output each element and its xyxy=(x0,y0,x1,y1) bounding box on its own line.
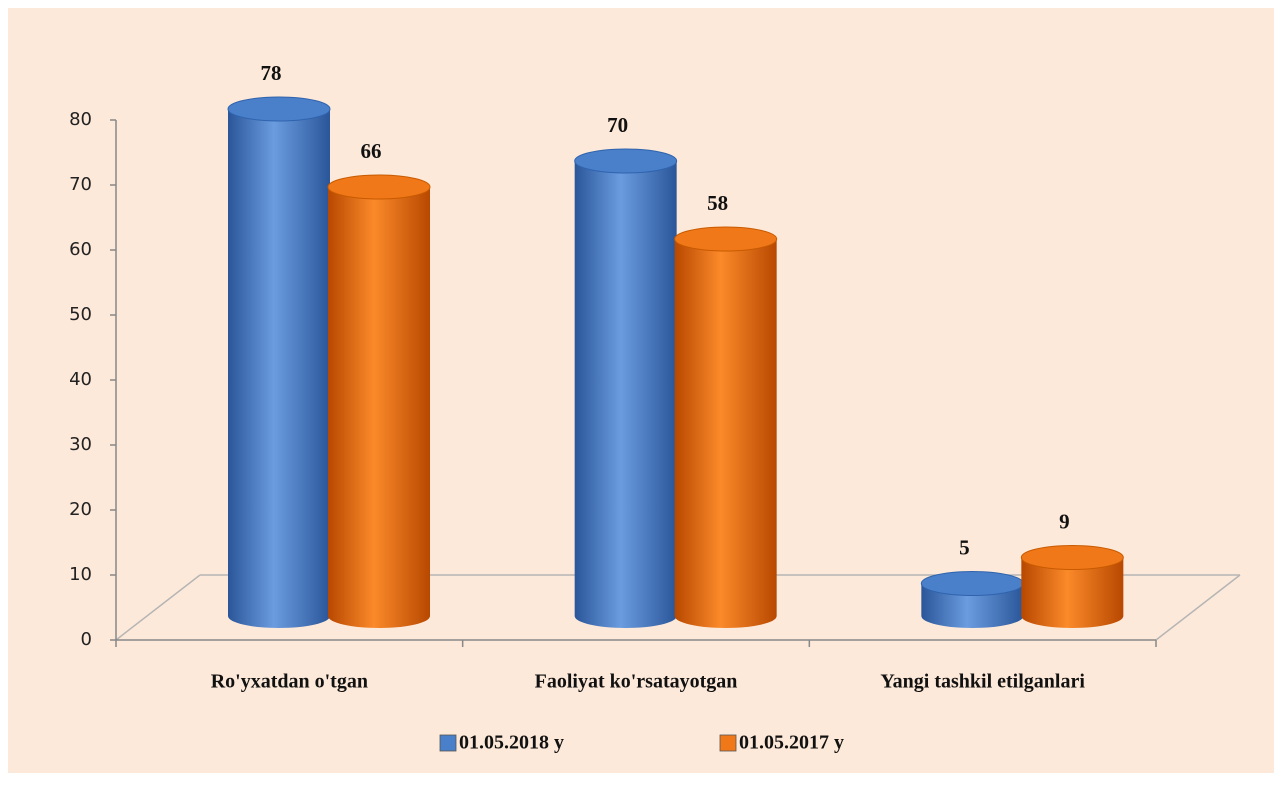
legend-label: 01.05.2018 y xyxy=(459,732,564,754)
bar-top xyxy=(1020,545,1124,570)
bar xyxy=(574,149,677,628)
bar-top xyxy=(674,226,778,252)
bar-top xyxy=(227,96,331,122)
y-tick-label: 50 xyxy=(69,304,92,325)
value-label: 78 xyxy=(261,61,282,85)
value-label: 5 xyxy=(959,535,970,559)
y-tick-label: 80 xyxy=(69,109,92,130)
legend-label: 01.05.2017 y xyxy=(739,732,844,754)
bar-top xyxy=(574,148,678,174)
value-label: 70 xyxy=(607,113,628,137)
x-tick-label: Yangi tashkil etilganlari xyxy=(880,671,1085,693)
y-tick-label: 10 xyxy=(69,564,92,585)
y-tick-label: 40 xyxy=(69,369,92,390)
bar xyxy=(674,227,777,629)
legend-swatch xyxy=(439,734,457,752)
y-tick-label: 60 xyxy=(69,239,92,260)
bar-top xyxy=(920,571,1024,596)
bar xyxy=(228,97,330,628)
bar xyxy=(328,175,430,628)
y-tick-label: 30 xyxy=(69,434,92,455)
value-label: 9 xyxy=(1059,509,1070,533)
y-tick-label: 70 xyxy=(69,174,92,195)
x-tick-label: Faoliyat ko'rsatayotgan xyxy=(535,671,738,693)
value-label: 58 xyxy=(707,191,728,215)
x-tick-label: Ro'yxatdan o'tgan xyxy=(211,671,368,693)
value-label: 66 xyxy=(361,139,382,163)
legend-swatch xyxy=(719,734,737,752)
bar-top xyxy=(327,174,431,200)
y-tick-label: 20 xyxy=(69,499,92,520)
y-tick-label: 0 xyxy=(81,629,92,650)
